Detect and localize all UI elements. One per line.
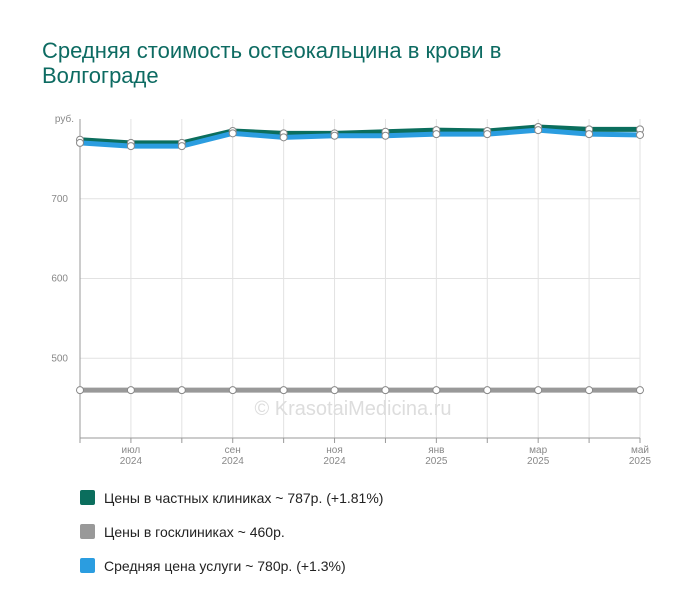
- data-point: [483, 130, 492, 139]
- y-tick-label: 700: [51, 194, 68, 205]
- y-tick-label: 500: [51, 353, 68, 364]
- data-point: [279, 133, 288, 142]
- data-point: [330, 131, 339, 140]
- x-tick-label: янв 2025: [425, 445, 448, 467]
- x-tick-label: мар 2025: [527, 445, 550, 467]
- y-tick-label: 600: [51, 274, 68, 285]
- data-point: [76, 138, 84, 147]
- data-point: [381, 386, 390, 395]
- legend-label: Средняя цена услуги ~ 780р. (+1.3%): [104, 558, 346, 574]
- data-point: [585, 130, 594, 139]
- data-point: [432, 130, 441, 139]
- data-point: [279, 386, 288, 395]
- data-point: [534, 386, 543, 395]
- watermark: © KrasotaiMedicina.ru: [254, 398, 451, 420]
- data-point: [126, 142, 135, 151]
- data-point: [432, 386, 441, 395]
- chart-title: Средняя стоимость остеокальцина в крови …: [42, 38, 502, 88]
- data-point: [76, 386, 84, 395]
- data-point: [228, 129, 237, 138]
- x-tick-label: май 2025: [629, 445, 652, 467]
- legend-swatch: [80, 490, 95, 505]
- legend-swatch: [80, 558, 95, 573]
- x-tick-label: июл 2024: [120, 445, 143, 467]
- series-line: [79, 127, 641, 149]
- data-point: [585, 386, 594, 395]
- data-point: [330, 386, 339, 395]
- data-point: [228, 386, 237, 395]
- data-point: [177, 386, 186, 395]
- legend-swatch: [80, 524, 95, 539]
- data-point: [636, 386, 644, 395]
- series-line: [79, 124, 640, 146]
- data-point: [483, 386, 492, 395]
- data-point: [636, 130, 644, 139]
- data-point: [534, 126, 543, 135]
- y-axis-label: руб.: [55, 113, 74, 125]
- data-point: [126, 386, 135, 395]
- x-tick-label: сен 2024: [222, 445, 245, 467]
- x-tick-label: ноя 2024: [323, 445, 346, 467]
- legend-label: Цены в госклиниках ~ 460р.: [104, 524, 285, 540]
- data-point: [381, 131, 390, 140]
- data-point: [177, 142, 186, 151]
- legend-label: Цены в частных клиниках ~ 787р. (+1.81%): [104, 490, 383, 506]
